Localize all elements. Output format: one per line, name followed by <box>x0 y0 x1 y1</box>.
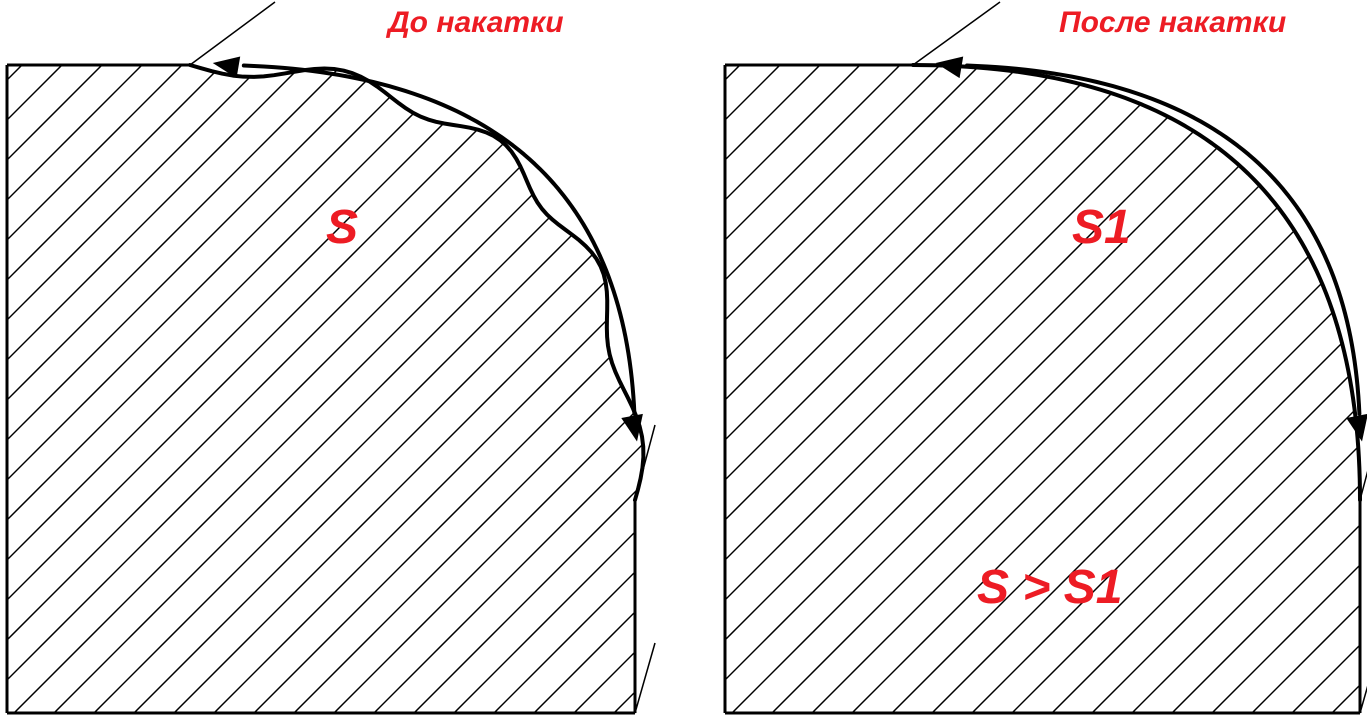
label-s: S <box>326 200 358 255</box>
label-relation: S > S1 <box>977 560 1122 615</box>
title-right: После накатки <box>1059 6 1286 40</box>
diagram-container: До накатки После накатки S S1 S > S1 <box>0 0 1367 718</box>
diagram-svg <box>0 0 1367 718</box>
title-left: До накатки <box>388 6 564 40</box>
label-s1: S1 <box>1072 200 1131 255</box>
